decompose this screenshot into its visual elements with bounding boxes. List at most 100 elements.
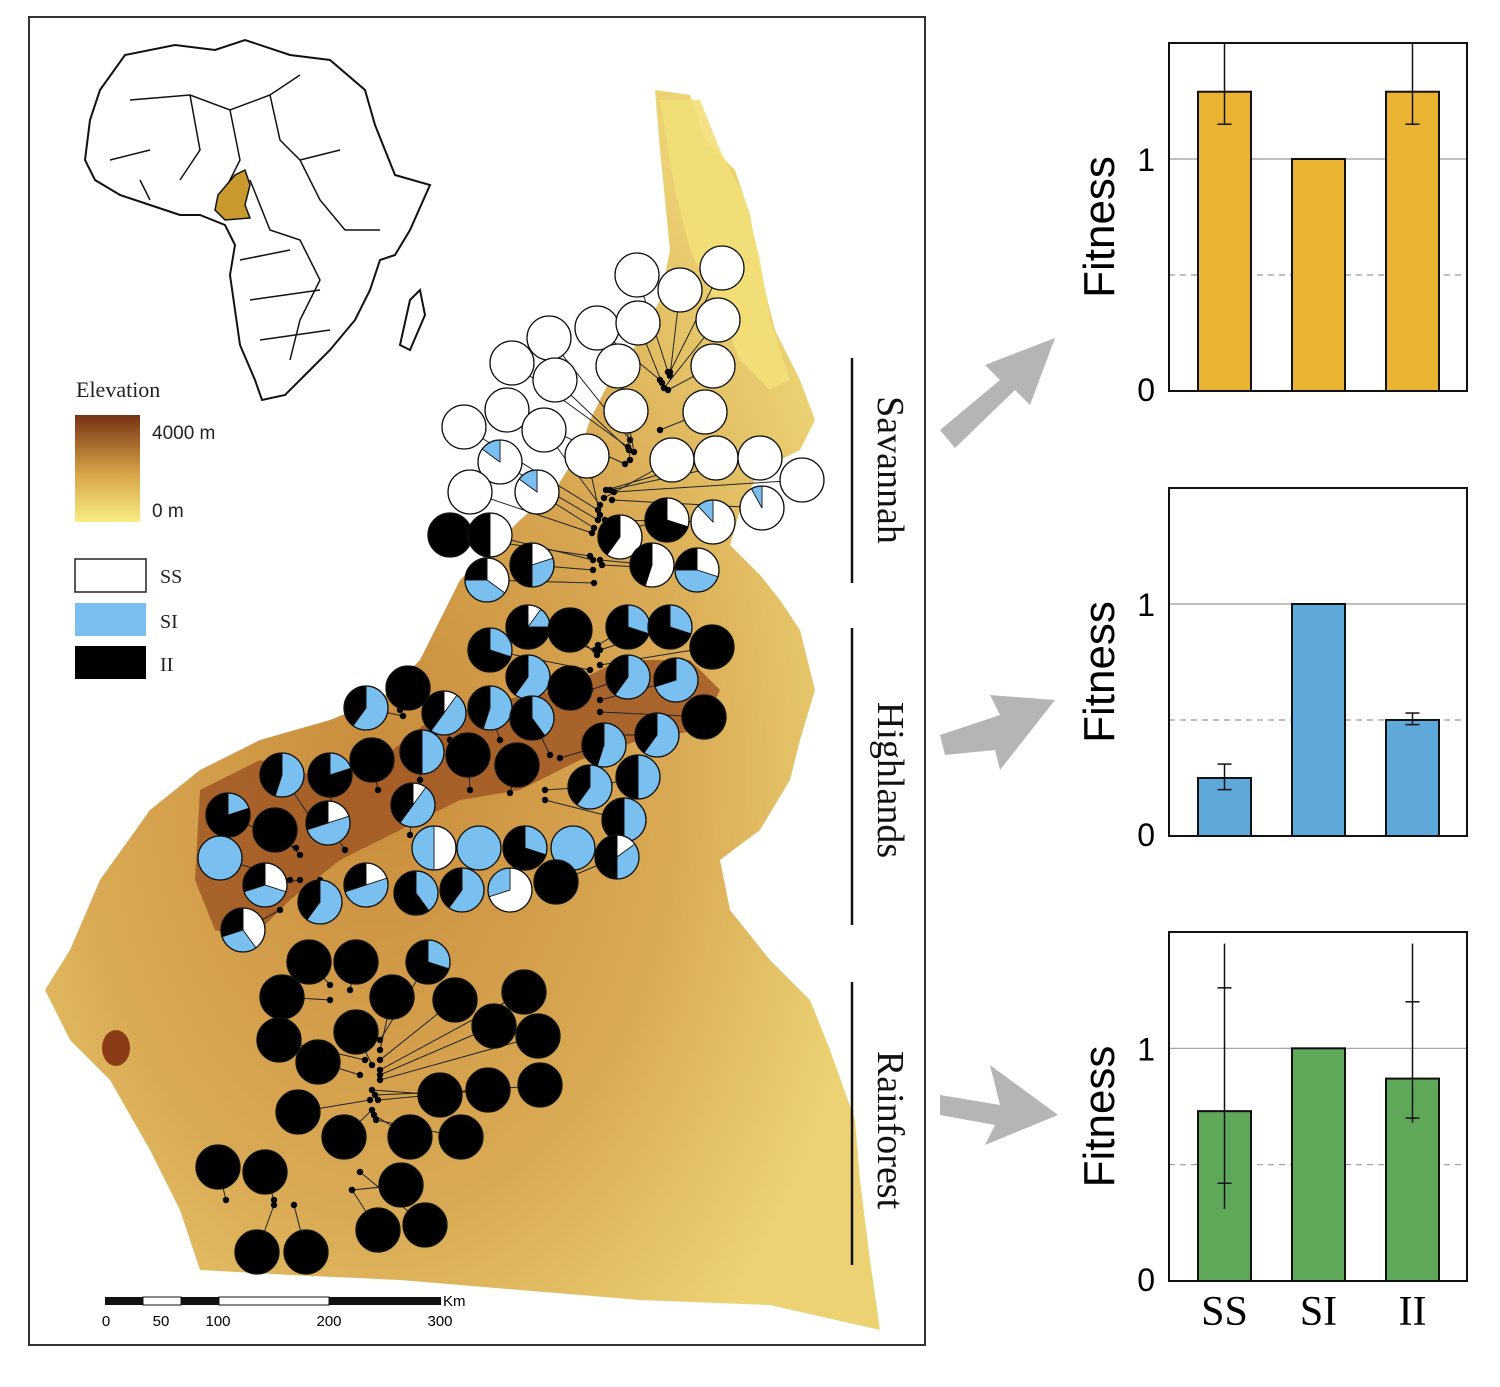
sample-site-dot: [594, 641, 602, 649]
sample-site-dot: [666, 368, 674, 376]
pie-slice: [533, 859, 579, 905]
sample-site-dot: [656, 426, 664, 434]
pie-slice: [517, 1062, 563, 1108]
genotype-pie: [681, 694, 727, 740]
pie-slice: [489, 340, 535, 386]
genotype-pie: [515, 1013, 561, 1059]
scale-tick-100: 100: [205, 1313, 230, 1330]
pie-slice: [378, 1162, 424, 1208]
pie-slice: [286, 939, 332, 985]
pie-outline: [307, 752, 353, 798]
pie-outline: [509, 695, 555, 741]
genotype-pie: [343, 862, 389, 908]
chart-frame: [1168, 42, 1468, 392]
pie-outline: [653, 657, 699, 703]
arrow-savannah: [940, 338, 1055, 448]
genotype-pie: [603, 388, 649, 434]
ytick-label-0: 0: [1137, 1262, 1155, 1298]
sample-site-dot: [596, 511, 604, 519]
genotype-pie: [242, 1149, 288, 1195]
scale-bar: Km 0 50 100 200 300: [102, 1293, 466, 1330]
genotype-pie: [464, 557, 510, 603]
bar-si: [1291, 158, 1346, 392]
sample-site-dot: [399, 712, 407, 720]
pie-slice: [402, 1202, 448, 1248]
sample-site-dot: [371, 1091, 379, 1099]
genotype-pie: [605, 654, 651, 700]
ytick-label-0: 0: [1137, 817, 1155, 853]
y-axis-label: Fitness: [1075, 1046, 1124, 1188]
sample-site-dot: [596, 556, 604, 564]
genotype-pie: [402, 1202, 448, 1248]
region-label-rainforest: Rainforest: [869, 1051, 911, 1210]
genotype-pie: [644, 497, 690, 543]
pie-slice: [252, 807, 298, 853]
sample-site-dot: [356, 1071, 364, 1079]
genotype-pie: [369, 974, 415, 1020]
cameroon-inset-highlight: [214, 168, 252, 221]
pie-slice: [417, 1072, 463, 1118]
genotype-pie: [477, 439, 523, 485]
pie-outline: [605, 654, 651, 700]
genotype-pie: [682, 389, 728, 435]
genotype-pie: [399, 729, 445, 775]
pie-slice: [385, 665, 431, 711]
elevation-high-label: 4000 m: [152, 423, 215, 444]
sample-site-dot: [664, 386, 672, 394]
pie-slice: [456, 825, 502, 871]
genotype-pie: [411, 825, 457, 871]
sample-site-dot: [590, 524, 598, 532]
sample-site-dot: [588, 529, 596, 537]
pie-outline: [502, 825, 548, 871]
mount-cameroon-terrain: [102, 1030, 130, 1066]
genotype-pie: [355, 1207, 401, 1253]
genotype-pie: [390, 782, 436, 828]
africa-inset: [83, 38, 432, 402]
genotype-pie: [484, 387, 530, 433]
genotype-pie: [501, 969, 547, 1015]
pie-outline: [634, 712, 680, 758]
pie-slice: [484, 387, 530, 433]
pie-slice: [242, 1149, 288, 1195]
pie-outline: [467, 627, 513, 673]
genotype-pie: [234, 1229, 280, 1275]
pie-outline: [477, 439, 523, 485]
sample-pie-markers: [195, 245, 825, 1275]
genotype-pie: [467, 627, 513, 673]
sample-site-dot: [589, 556, 597, 564]
genotype-pie: [502, 825, 548, 871]
genotype-pie: [653, 657, 699, 703]
pie-outline: [647, 604, 693, 650]
genotype-pie: [509, 695, 555, 741]
pie-slice: [195, 1144, 241, 1190]
genotype-pie: [252, 807, 298, 853]
pie-slice: [547, 607, 593, 653]
sample-site-dot: [626, 456, 634, 464]
sample-site-dot: [506, 789, 514, 797]
pie-outline: [399, 729, 445, 775]
pie-outline: [411, 825, 457, 871]
genotype-pie: [286, 939, 332, 985]
sample-site-dot: [326, 981, 334, 989]
sample-site-dot: [270, 1201, 278, 1209]
pie-slice: [275, 1089, 321, 1135]
sample-site-dot: [374, 786, 382, 794]
scale-tick-0: 0: [102, 1313, 110, 1330]
pie-slice: [521, 407, 567, 453]
scale-unit: Km: [443, 1293, 466, 1310]
xtick-label-si: SI: [1300, 1289, 1337, 1335]
pie-slice: [615, 300, 661, 346]
pie-slice: [532, 357, 578, 403]
genotype-pie: [256, 1017, 302, 1063]
genotype-pie: [432, 977, 478, 1023]
sample-site-dot: [361, 1056, 369, 1064]
genotype-pie: [471, 1003, 517, 1049]
pie-slice: [441, 404, 487, 450]
pie-outline: [674, 547, 720, 593]
arrow-rainforest: [940, 1065, 1058, 1145]
sample-site-dot: [290, 1201, 298, 1209]
genotype-pie: [220, 907, 266, 953]
genotype-pie: [405, 939, 451, 985]
